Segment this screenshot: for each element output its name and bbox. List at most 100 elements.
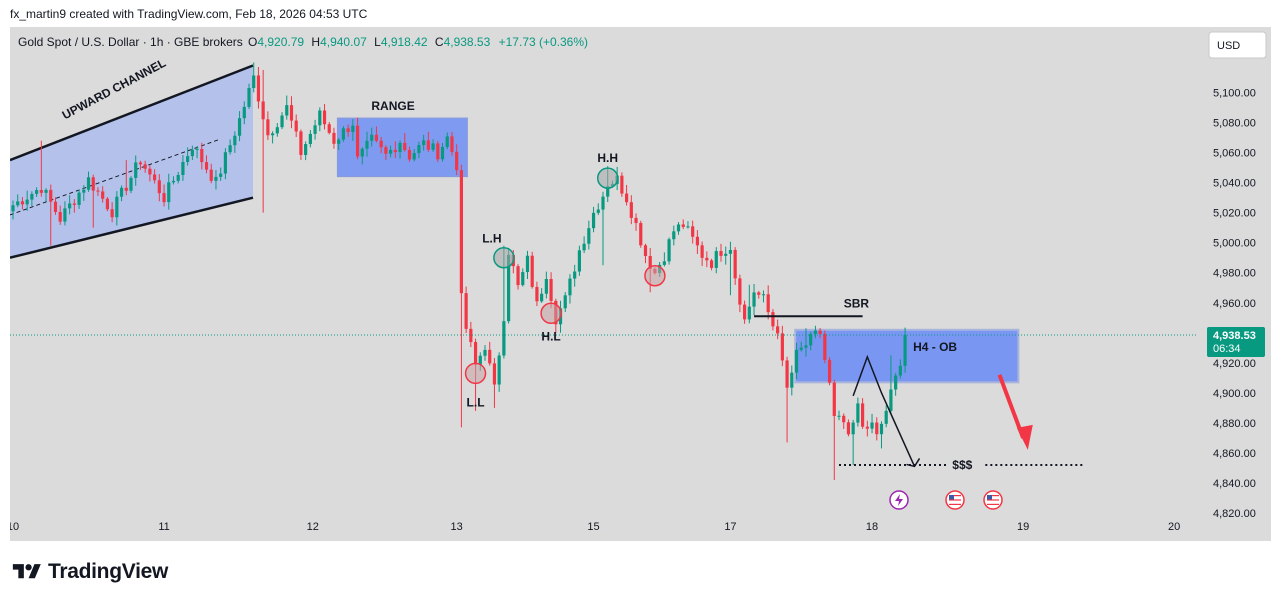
candle: [86, 171, 91, 192]
candle: [719, 243, 723, 262]
candle: [30, 191, 34, 207]
candle-body: [223, 152, 227, 174]
range-label: RANGE: [371, 99, 414, 113]
candle: [695, 230, 699, 254]
candle-body: [440, 146, 445, 160]
candle-body: [884, 410, 888, 424]
candle-body: [44, 189, 48, 193]
candle-body: [379, 140, 383, 148]
candle: [204, 155, 209, 174]
candle: [743, 300, 747, 324]
candle-body: [738, 278, 742, 305]
candle-body: [209, 169, 213, 181]
candle: [634, 213, 638, 231]
candle-body: [842, 415, 846, 423]
last-price-countdown: 06:34: [1213, 343, 1241, 355]
upward-channel-zone: [10, 65, 253, 258]
candle-body: [204, 162, 209, 170]
candle-body: [757, 292, 761, 295]
candle: [733, 247, 737, 285]
candle-body: [488, 349, 492, 364]
candle-body: [30, 193, 34, 200]
candle: [875, 417, 879, 441]
candle: [492, 358, 497, 408]
candle: [256, 67, 261, 109]
candle: [455, 144, 459, 176]
price-tick-label: 4,880.00: [1213, 418, 1256, 430]
candle-body: [629, 202, 633, 218]
candle: [521, 268, 525, 287]
candle: [412, 149, 416, 162]
candle: [776, 319, 780, 340]
candle: [242, 101, 246, 125]
candle-body: [384, 147, 388, 154]
candle-body: [851, 422, 855, 435]
candle: [837, 410, 841, 421]
candle: [355, 117, 360, 160]
price-tick-label: 5,100.00: [1213, 88, 1256, 100]
candle: [818, 327, 822, 339]
candle-body: [700, 245, 704, 258]
candle-body: [464, 293, 468, 329]
legend-low-label: L: [374, 35, 381, 49]
candle: [228, 139, 232, 155]
candle: [813, 325, 817, 339]
candle-body: [875, 422, 879, 435]
candle-body: [582, 243, 586, 251]
candle: [101, 186, 105, 203]
candle-body: [266, 119, 270, 136]
candle: [384, 145, 388, 160]
candle: [691, 220, 695, 244]
candle: [851, 419, 855, 465]
candle-body: [483, 349, 487, 356]
candle: [667, 237, 671, 265]
bearish-arrow-head: [1016, 424, 1033, 450]
candle-body: [289, 105, 294, 121]
candle-body: [662, 261, 666, 265]
candle: [535, 281, 539, 307]
candle-body: [327, 124, 331, 133]
time-tick-label: 15: [587, 521, 599, 533]
candle: [39, 140, 43, 197]
price-tick-label: 4,980.00: [1213, 268, 1256, 280]
candle: [16, 194, 20, 208]
candle-body: [648, 256, 652, 270]
candle-body: [332, 132, 336, 144]
candle-body: [129, 177, 133, 191]
candle-body: [115, 196, 119, 218]
candle: [596, 203, 600, 216]
candle-body: [228, 145, 232, 153]
legend-open-value: 4,920.79: [257, 35, 304, 49]
candle-body: [186, 156, 190, 162]
candle: [167, 173, 171, 210]
candle: [469, 321, 473, 348]
channel-mid-line: [10, 138, 221, 216]
candle-body: [110, 209, 114, 218]
currency-label[interactable]: USD: [1217, 40, 1240, 52]
candle-body: [681, 224, 685, 227]
candle: [374, 126, 379, 143]
candle: [422, 134, 426, 151]
candle: [714, 247, 718, 274]
currency-button[interactable]: USD: [1208, 31, 1267, 59]
candle-body: [870, 422, 874, 429]
candle-body: [355, 125, 360, 157]
chart-panel[interactable]: UPWARD CHANNEL RANGE H.H L.H L.L H.L SBR H4 - …: [10, 27, 1271, 541]
candle: [313, 119, 317, 140]
candle: [96, 187, 100, 196]
candle-body: [785, 360, 789, 388]
candle-body: [643, 245, 648, 257]
candle-body: [521, 272, 525, 286]
candle-body: [790, 372, 794, 388]
candle: [20, 197, 25, 210]
minor-low-marker: [644, 264, 666, 287]
candle-body: [167, 182, 171, 203]
price-tick-label: 5,020.00: [1213, 208, 1256, 220]
projection-arrowhead: [906, 458, 921, 468]
candle-body: [322, 110, 327, 125]
candle-body: [20, 201, 25, 205]
candle-body: [422, 140, 426, 146]
time-tick-label: 12: [307, 521, 319, 533]
candle: [832, 379, 836, 480]
